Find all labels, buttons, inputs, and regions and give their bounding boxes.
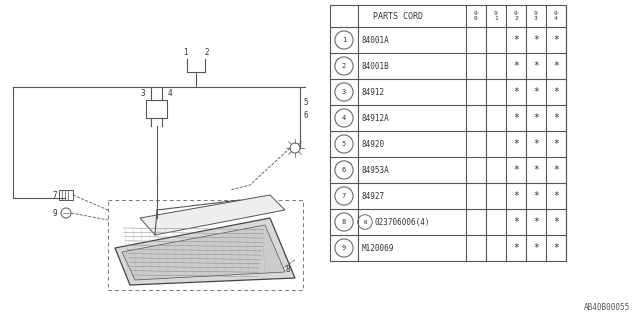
Text: *: *	[513, 191, 519, 201]
Text: 2: 2	[205, 48, 209, 57]
Text: *: *	[553, 61, 559, 71]
Text: 8: 8	[342, 219, 346, 225]
Text: 9: 9	[52, 209, 57, 218]
Text: 9
2: 9 2	[514, 11, 518, 21]
Text: *: *	[553, 139, 559, 149]
Text: N: N	[364, 220, 367, 225]
Text: 9: 9	[342, 245, 346, 251]
Text: 84912: 84912	[362, 87, 385, 97]
Text: 84927: 84927	[362, 191, 385, 201]
Text: *: *	[553, 191, 559, 201]
Text: *: *	[513, 243, 519, 253]
Text: *: *	[533, 61, 539, 71]
Polygon shape	[140, 195, 285, 235]
Text: *: *	[513, 139, 519, 149]
Text: 84912A: 84912A	[362, 114, 390, 123]
Text: 9
4: 9 4	[554, 11, 558, 21]
Text: 9
0: 9 0	[474, 11, 478, 21]
Text: 9
3: 9 3	[534, 11, 538, 21]
Text: 1: 1	[342, 37, 346, 43]
Text: 84953A: 84953A	[362, 165, 390, 174]
Text: *: *	[553, 113, 559, 123]
Text: *: *	[553, 165, 559, 175]
Text: 6: 6	[303, 110, 308, 119]
Text: 5: 5	[303, 98, 308, 107]
Text: *: *	[533, 139, 539, 149]
Bar	[59, 190, 73, 200]
Text: 84001B: 84001B	[362, 61, 390, 70]
Text: *: *	[533, 217, 539, 227]
Text: AB40B00055: AB40B00055	[584, 303, 630, 312]
Bar	[108, 200, 303, 290]
Text: *: *	[533, 165, 539, 175]
Bar	[330, 5, 566, 261]
Text: 84001A: 84001A	[362, 36, 390, 44]
Bar	[146, 100, 167, 118]
Text: *: *	[533, 35, 539, 45]
Text: 7: 7	[342, 193, 346, 199]
Text: 2: 2	[342, 63, 346, 69]
Text: *: *	[513, 165, 519, 175]
Text: *: *	[533, 191, 539, 201]
Text: *: *	[553, 243, 559, 253]
Text: *: *	[513, 113, 519, 123]
Text: 84920: 84920	[362, 140, 385, 148]
Text: 8: 8	[285, 266, 290, 275]
Text: PARTS CORD: PARTS CORD	[373, 12, 423, 20]
Text: 7: 7	[52, 190, 57, 199]
Polygon shape	[122, 225, 285, 280]
Text: 6: 6	[342, 167, 346, 173]
Text: *: *	[513, 35, 519, 45]
Text: *: *	[533, 243, 539, 253]
Text: *: *	[513, 217, 519, 227]
Text: *: *	[553, 87, 559, 97]
Text: 9
1: 9 1	[494, 11, 498, 21]
Text: 5: 5	[342, 141, 346, 147]
Text: 4: 4	[168, 89, 173, 98]
Text: *: *	[553, 35, 559, 45]
Text: 3: 3	[140, 89, 145, 98]
Text: *: *	[513, 87, 519, 97]
Text: *: *	[533, 113, 539, 123]
Text: *: *	[553, 217, 559, 227]
Text: M120069: M120069	[362, 244, 394, 252]
Text: 023706006(4): 023706006(4)	[374, 218, 430, 227]
Text: *: *	[513, 61, 519, 71]
Polygon shape	[115, 218, 295, 285]
Text: 4: 4	[342, 115, 346, 121]
Text: 3: 3	[342, 89, 346, 95]
Text: *: *	[533, 87, 539, 97]
Text: 1: 1	[182, 48, 188, 57]
